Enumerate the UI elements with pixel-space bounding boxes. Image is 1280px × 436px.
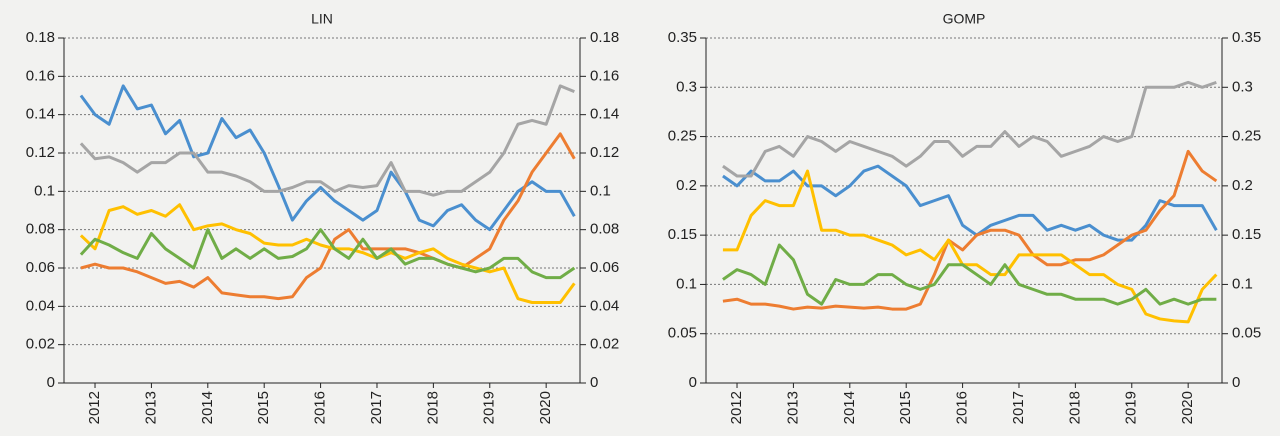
x-tick-label: 2014 bbox=[199, 391, 216, 424]
y-tick-label: 0.35 bbox=[668, 29, 697, 46]
series-line bbox=[722, 80, 1217, 178]
y2-tick-label: 0.1 bbox=[590, 182, 611, 199]
y-tick-label: 0 bbox=[47, 374, 55, 391]
y2-tick-label: 0.14 bbox=[590, 106, 619, 123]
series-line bbox=[79, 84, 576, 232]
series-line bbox=[722, 243, 1217, 306]
y-tick-label: 0.02 bbox=[26, 336, 55, 353]
y2-tick-label: 0.04 bbox=[590, 297, 619, 314]
x-tick-label: 2020 bbox=[537, 391, 554, 424]
y-tick-label: 0 bbox=[689, 374, 697, 391]
x-tick-label: 2013 bbox=[784, 391, 801, 424]
y-tick-label: 0.18 bbox=[26, 29, 55, 46]
y2-tick-label: 0.25 bbox=[1232, 128, 1261, 145]
series-line bbox=[79, 84, 575, 197]
x-tick-label: 2015 bbox=[255, 391, 272, 424]
x-tick-label: 2017 bbox=[368, 391, 385, 424]
x-tick-label: 2018 bbox=[424, 391, 441, 424]
y-tick-label: 0.3 bbox=[676, 78, 697, 95]
y-tick-label: 0.15 bbox=[668, 226, 697, 243]
chart-title: GOMP bbox=[943, 11, 986, 27]
panel: GOMP 0 0.05 0.1 0.15 0.2 0.25 0.3 0.35 0 0.05 0.1 0.… bbox=[668, 11, 1261, 425]
x-tick-label: 2017 bbox=[1010, 391, 1027, 424]
y2-tick-label: 0.3 bbox=[1232, 78, 1253, 95]
x-tick-label: 2012 bbox=[86, 391, 103, 424]
x-tick-label: 2012 bbox=[728, 391, 745, 424]
y2-tick-label: 0.06 bbox=[590, 259, 619, 276]
panel: LIN 0 0.02 0.04 0.06 0.08 0.1 0.12 0.14 0.16 0.18 0… bbox=[26, 11, 619, 425]
y2-tick-label: 0.02 bbox=[590, 336, 619, 353]
x-tick-label: 2019 bbox=[481, 391, 498, 424]
y2-tick-label: 0.35 bbox=[1232, 29, 1261, 46]
y2-tick-label: 0.1 bbox=[1232, 275, 1253, 292]
x-tick-label: 2015 bbox=[897, 391, 914, 424]
x-tick-label: 2013 bbox=[142, 391, 159, 424]
x-tick-label: 2016 bbox=[954, 391, 971, 424]
x-tick-label: 2018 bbox=[1066, 391, 1083, 424]
series-line bbox=[79, 203, 576, 304]
y-tick-label: 0.1 bbox=[676, 275, 697, 292]
y-tick-label: 0.12 bbox=[26, 144, 55, 161]
y2-tick-label: 0.12 bbox=[590, 144, 619, 161]
y-tick-label: 0.25 bbox=[668, 128, 697, 145]
y2-tick-label: 0.16 bbox=[590, 67, 619, 84]
y2-tick-label: 0.08 bbox=[590, 221, 619, 238]
series-line bbox=[722, 164, 1218, 242]
y-tick-label: 0.06 bbox=[26, 259, 55, 276]
y2-tick-label: 0.18 bbox=[590, 29, 619, 46]
x-tick-label: 2016 bbox=[312, 391, 329, 424]
series-line bbox=[722, 149, 1218, 311]
y2-tick-label: 0 bbox=[1232, 374, 1240, 391]
y-tick-label: 0.14 bbox=[26, 106, 55, 123]
series-line bbox=[80, 132, 576, 301]
y-tick-label: 0.05 bbox=[668, 325, 697, 342]
y-tick-label: 0.04 bbox=[26, 297, 55, 314]
y2-tick-label: 0.15 bbox=[1232, 226, 1261, 243]
y-tick-label: 0.1 bbox=[34, 182, 55, 199]
y2-tick-label: 0.2 bbox=[1232, 177, 1253, 194]
series-line bbox=[722, 169, 1218, 324]
y-tick-label: 0.08 bbox=[26, 221, 55, 238]
x-tick-label: 2020 bbox=[1179, 391, 1196, 424]
y-tick-label: 0.2 bbox=[676, 177, 697, 194]
series-line bbox=[79, 228, 576, 280]
x-tick-label: 2014 bbox=[841, 391, 858, 424]
x-tick-label: 2019 bbox=[1123, 391, 1140, 424]
chart-title: LIN bbox=[311, 11, 333, 27]
y2-tick-label: 0 bbox=[590, 374, 598, 391]
y-tick-label: 0.16 bbox=[26, 67, 55, 84]
y2-tick-label: 0.05 bbox=[1232, 325, 1261, 342]
